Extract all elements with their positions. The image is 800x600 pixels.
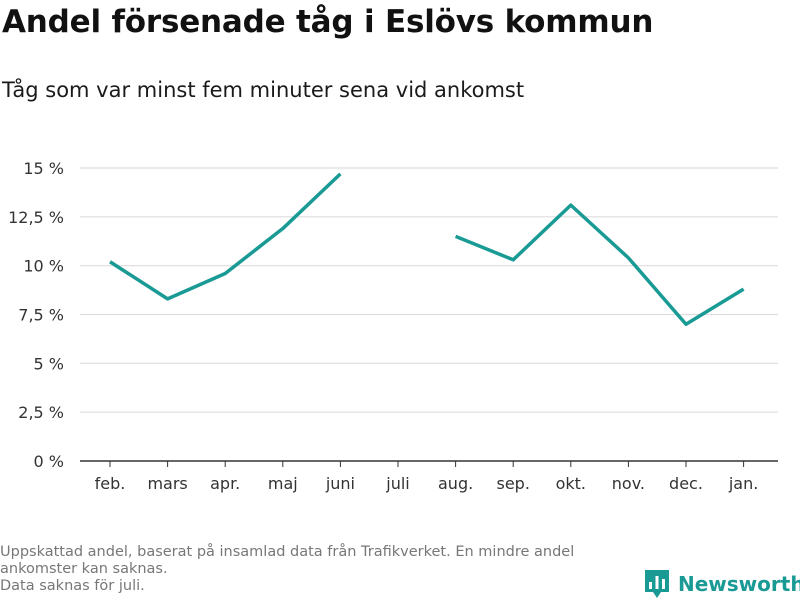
- footnote-line-1: Uppskattad andel, baserat på insamlad da…: [0, 544, 575, 560]
- chart-subtitle: Tåg som var minst fem minuter sena vid a…: [2, 78, 525, 102]
- footnote: Uppskattad andel, baserat på insamlad da…: [0, 544, 640, 595]
- y-tick-label: 10 %: [23, 257, 64, 276]
- x-tick-label: juni: [325, 474, 355, 493]
- newsworthy-logo[interactable]: Newsworthy: [645, 570, 800, 598]
- x-tick-label: maj: [268, 474, 298, 493]
- x-tick-label: nov.: [612, 474, 645, 493]
- series-line-segment: [454, 203, 745, 327]
- series-line-segment: [109, 172, 342, 301]
- x-tick-label: jan.: [728, 474, 758, 493]
- x-tick-label: aug.: [438, 474, 473, 493]
- y-axis-labels: 0 % 2,5 % 5 % 7,5 % 10 % 12,5 % 15 %: [8, 159, 64, 471]
- y-tick-label: 0 %: [34, 452, 64, 471]
- y-tick-label: 15 %: [23, 159, 64, 178]
- bar-chart-flag-icon: [645, 570, 669, 598]
- y-tick-label: 7,5 %: [18, 306, 64, 325]
- x-tick-label: dec.: [669, 474, 703, 493]
- x-tick-label: feb.: [95, 474, 126, 493]
- footnote-line-2: ankomster kan saknas.: [0, 561, 168, 577]
- x-tick-label: apr.: [210, 474, 240, 493]
- y-tick-label: 12,5 %: [8, 208, 64, 227]
- x-tick-label: okt.: [556, 474, 586, 493]
- x-axis: feb. mars apr. maj juni juli aug. sep. okt. nov. d…: [80, 460, 778, 493]
- chart-title: Andel försenade tåg i Eslövs kommun: [2, 4, 654, 40]
- x-tick-label: juli: [385, 474, 409, 493]
- series-lines: [109, 172, 745, 327]
- x-tick-label: mars: [147, 474, 187, 493]
- footnote-line-3: Data saknas för juli.: [0, 578, 145, 594]
- grid-lines: [80, 167, 778, 413]
- x-tick-label: sep.: [496, 474, 529, 493]
- logo-text: Newsworthy: [678, 572, 800, 596]
- y-tick-label: 5 %: [34, 354, 64, 373]
- y-tick-label: 2,5 %: [18, 403, 64, 422]
